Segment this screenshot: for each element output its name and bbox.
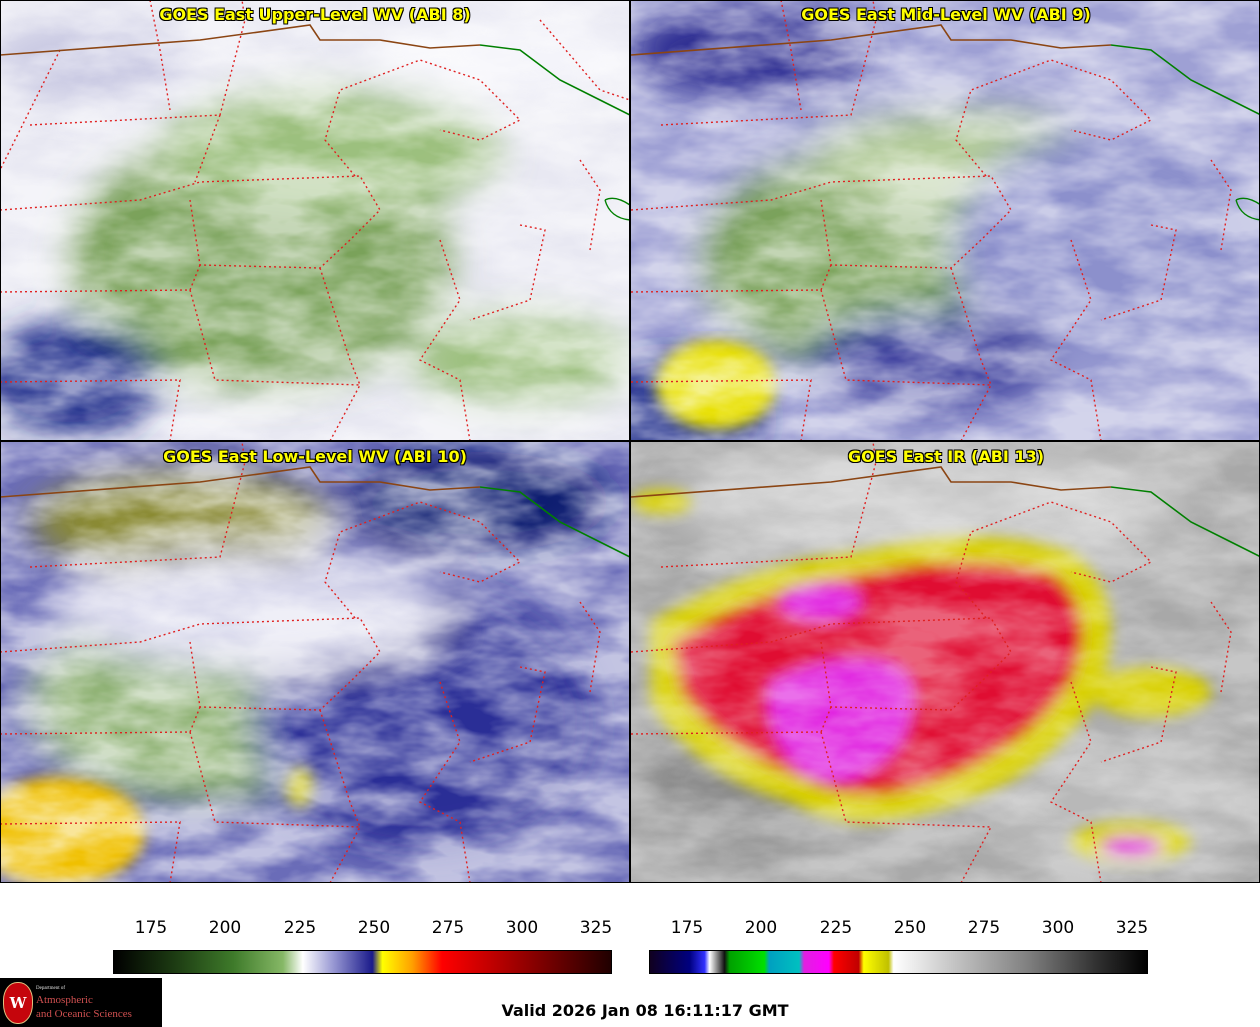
- panel-title: GOES East IR (ABI 13): [847, 447, 1045, 466]
- panel-title: GOES East Upper-Level WV (ABI 8): [159, 5, 471, 24]
- wv-tick-label: 250: [357, 918, 391, 938]
- ir-image: [631, 442, 1260, 883]
- ir-tick-label: 300: [1041, 918, 1075, 938]
- wv-tick-label: 275: [431, 918, 465, 938]
- upper-level-wv-image: [0, 0, 630, 441]
- wv-tick-label: 175: [134, 918, 168, 938]
- panel-mid-level-wv: GOES East Mid-Level WV (ABI 9): [631, 0, 1260, 441]
- panel-title: GOES East Low-Level WV (ABI 10): [163, 447, 467, 466]
- panel-low-level-wv: GOES East Low-Level WV (ABI 10): [0, 442, 630, 883]
- wv-colorbar-ticks: 175 200 225 250 275 300 325: [113, 918, 612, 948]
- wv-colorbar: [113, 950, 612, 974]
- logo-line1: Atmospheric: [36, 994, 93, 1006]
- panel-upper-level-wv: GOES East Upper-Level WV (ABI 8): [0, 0, 630, 441]
- valid-time: Valid 2026 Jan 08 16:11:17 GMT: [501, 1001, 789, 1020]
- wv-tick-label: 325: [579, 918, 613, 938]
- wv-tick-label: 225: [283, 918, 317, 938]
- ir-colorbar: [649, 950, 1148, 974]
- panel-divider-horizontal: [0, 440, 1260, 442]
- ir-tick-label: 275: [967, 918, 1001, 938]
- panel-title: GOES East Mid-Level WV (ABI 9): [801, 5, 1091, 24]
- uw-seal-icon: W: [3, 982, 33, 1024]
- logo-dept-text: Department of: [36, 986, 66, 991]
- panel-ir: GOES East IR (ABI 13): [631, 442, 1260, 883]
- aos-logo: W Department of Atmospheric and Oceanic …: [0, 978, 162, 1027]
- wv-tick-label: 200: [208, 918, 242, 938]
- ir-tick-label: 250: [893, 918, 927, 938]
- ir-tick-label: 175: [670, 918, 704, 938]
- ir-tick-label: 200: [744, 918, 778, 938]
- ir-tick-label: 225: [819, 918, 853, 938]
- logo-line2: and Oceanic Sciences: [36, 1008, 132, 1020]
- wv-tick-label: 300: [505, 918, 539, 938]
- low-level-wv-image: [0, 442, 630, 883]
- mid-level-wv-image: [631, 0, 1260, 441]
- ir-colorbar-ticks: 175 200 225 250 275 300 325: [649, 918, 1148, 948]
- ir-tick-label: 325: [1115, 918, 1149, 938]
